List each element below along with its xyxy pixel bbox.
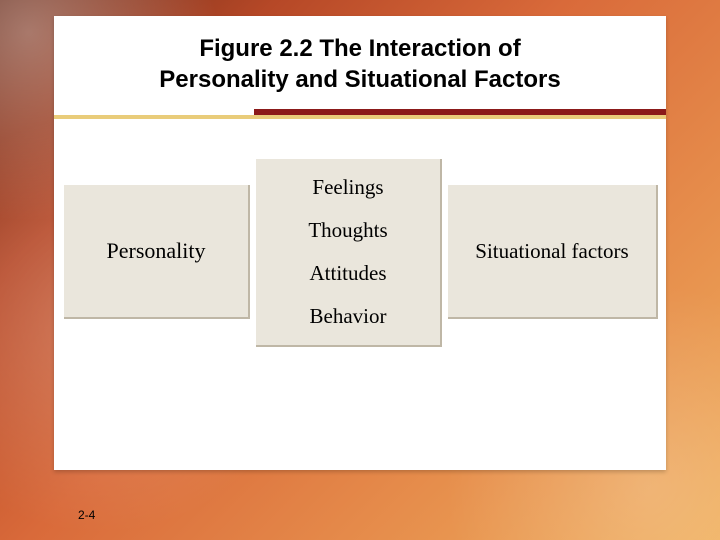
center-item: Attitudes [256,252,440,295]
right-label: Situational factors [475,239,628,264]
interaction-diagram: Personality Feelings Thoughts Attitudes … [54,149,666,379]
slide-panel: Figure 2.2 The Interaction of Personalit… [54,16,666,470]
center-item: Thoughts [256,209,440,252]
title-line-1: Figure 2.2 The Interaction of [199,35,520,62]
slide-title: Figure 2.2 The Interaction of Personalit… [54,16,666,105]
diagram-box-right: Situational factors [448,185,658,319]
left-label: Personality [107,238,206,264]
diagram-box-left: Personality [64,185,250,319]
page-number: 2-4 [78,508,95,522]
center-item: Behavior [256,295,440,338]
diagram-box-center: Feelings Thoughts Attitudes Behavior [256,159,442,347]
title-rule-light [54,115,666,119]
center-item: Feelings [256,166,440,209]
title-line-2: Personality and Situational Factors [159,66,560,93]
